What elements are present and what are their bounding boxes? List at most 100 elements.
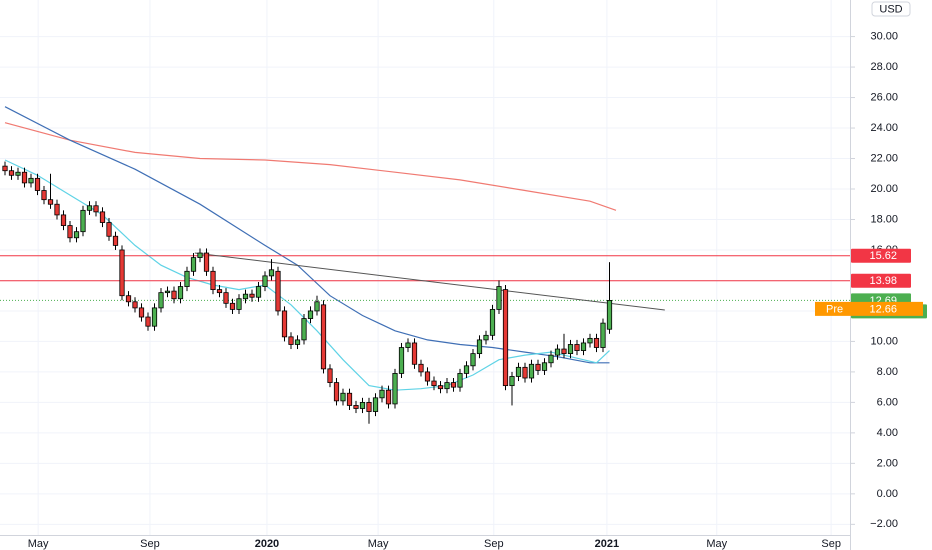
candle-body [535,363,541,371]
candle-body [21,171,28,184]
candle-body [255,286,262,298]
candle-body [28,177,34,184]
candle-body [151,307,158,327]
candle-body [106,222,112,237]
candle-body [47,199,54,205]
candle-body [418,363,424,373]
candle-body [489,309,496,336]
price-line-box [851,273,911,288]
candle-body [561,348,567,355]
currency-label[interactable]: USD [879,3,902,15]
candle-body [496,286,502,310]
candle-body [249,293,255,298]
candle-body [424,371,431,382]
price-line-label: 13.98 [869,275,897,287]
candle-body [190,257,197,272]
candle-body [177,286,184,300]
pre-market-box [815,301,923,316]
currency-box[interactable] [871,1,911,17]
candle-body [541,362,548,371]
candle-body [60,214,67,226]
y-tick-label: 8.00 [877,366,898,378]
moving-average [4,106,610,364]
candle-body [203,252,210,272]
candle-body [93,205,99,213]
candle-body [73,231,80,239]
candle-body [580,342,587,351]
moving-average [4,159,610,391]
candle-body [515,366,522,377]
candle-body [86,205,93,211]
candle-body [327,368,333,383]
candle-body [600,322,606,348]
candle-body [210,270,216,291]
candle-body [229,302,236,310]
candle-body [431,380,437,387]
price-line-box [851,248,911,263]
candle-body [41,190,47,201]
candle-body [320,304,327,370]
y-tick-label: 18.00 [870,213,898,225]
pre-market-tag: Pre [826,303,843,315]
candle-body [34,177,41,191]
y-tick-label: 22.00 [870,152,898,164]
candle-body [80,209,86,233]
candle-body [554,348,561,356]
candle-body [392,373,398,405]
candle-body [158,292,164,309]
y-tick-label: 4.00 [877,427,898,439]
candle-body [314,301,320,312]
candle-body [99,211,106,223]
candle-body [333,382,340,402]
candle-body [528,363,535,379]
candle-body [171,290,177,300]
candle-body [509,376,515,387]
y-tick-label: 6.00 [877,396,898,408]
y-tick-label: 10.00 [870,335,898,347]
candle-body [502,289,509,387]
candle-body [574,344,580,351]
candle-body [444,382,450,390]
candle-body [242,293,249,300]
candle-body [411,342,418,365]
candle-body [164,290,171,294]
x-tick-label: May [28,538,49,550]
y-tick-label: 2.00 [877,457,898,469]
candle-body [236,298,242,310]
candle-body [405,342,411,348]
candle-body [275,270,281,312]
candle-body [385,389,392,405]
y-tick-label: 0.00 [877,488,898,500]
candle-body [522,366,528,379]
y-tick-label: −2.00 [870,518,898,530]
x-tick-label: May [368,538,389,550]
x-tick-label: Sep [484,538,504,550]
y-tick-label: 24.00 [870,122,898,134]
candle-body [223,292,229,304]
trend-line [194,252,665,311]
candle-body [67,225,73,239]
candle-body [476,339,483,355]
x-tick-label: 2020 [255,538,279,550]
candle-body [262,275,268,287]
candle-body [340,392,346,402]
candle-body [548,354,554,364]
y-tick-label: 20.00 [870,183,898,195]
candle-body [301,318,307,341]
candle-body [281,310,288,338]
candle-body [593,337,600,348]
candle-body [132,301,138,309]
y-tick-label: 26.00 [870,91,898,103]
candle-body [379,389,385,399]
pre-market-value: 12.66 [869,303,897,315]
candle-body [288,336,294,345]
candle-body [457,373,463,388]
candle-body [184,270,190,287]
candle-body [567,344,574,355]
candle-body [112,235,119,246]
candle-body [2,165,8,172]
x-tick-label: Sep [821,538,841,550]
candle-body [119,249,125,297]
